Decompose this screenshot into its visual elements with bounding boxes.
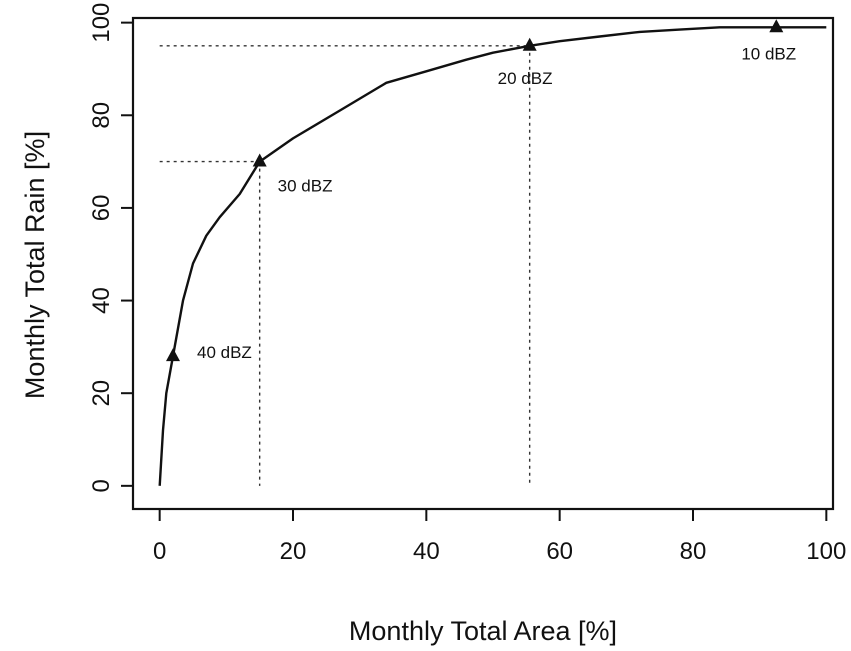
plot-frame [131, 16, 835, 511]
y-tick-label-2: 40 [88, 287, 115, 314]
y-axis-title: Monthly Total Rain [%] [20, 131, 50, 399]
marker-triangle-0 [166, 348, 180, 362]
x-tick-label-3: 60 [546, 538, 573, 565]
axis-tick-labels: 0 20 40 60 80 100 0 20 40 60 80 100 [88, 3, 846, 565]
marker-triangle-1 [252, 153, 267, 167]
y-tick-label-1: 20 [88, 380, 115, 407]
y-tick-label-0: 0 [88, 479, 115, 492]
y-tick-label-5: 100 [88, 3, 115, 43]
reference-lines [159, 45, 531, 486]
cumulative-curve [158, 26, 827, 486]
x-tick-label-5: 100 [806, 538, 846, 565]
axis-ticks [121, 21, 828, 521]
x-axis-title: Monthly Total Area [%] [349, 616, 617, 646]
x-tick-label-0: 0 [153, 538, 166, 565]
marker-triangle-3 [769, 19, 784, 33]
y-tick-label-4: 80 [88, 102, 115, 129]
marker-label-0: 40 dBZ [197, 343, 252, 362]
x-tick-label-2: 40 [413, 538, 440, 565]
marker-label-3: 10 dBZ [741, 44, 796, 63]
marker-label-1: 30 dBZ [278, 177, 333, 196]
marker-triangle-2 [522, 37, 537, 51]
marker-label-2: 20 dBZ [498, 69, 553, 88]
threshold-markers: 40 dBZ 30 dBZ 20 dBZ 10 dBZ [166, 19, 796, 362]
x-tick-label-1: 20 [280, 538, 307, 565]
x-tick-label-4: 80 [680, 538, 707, 565]
y-tick-label-3: 60 [88, 195, 115, 222]
